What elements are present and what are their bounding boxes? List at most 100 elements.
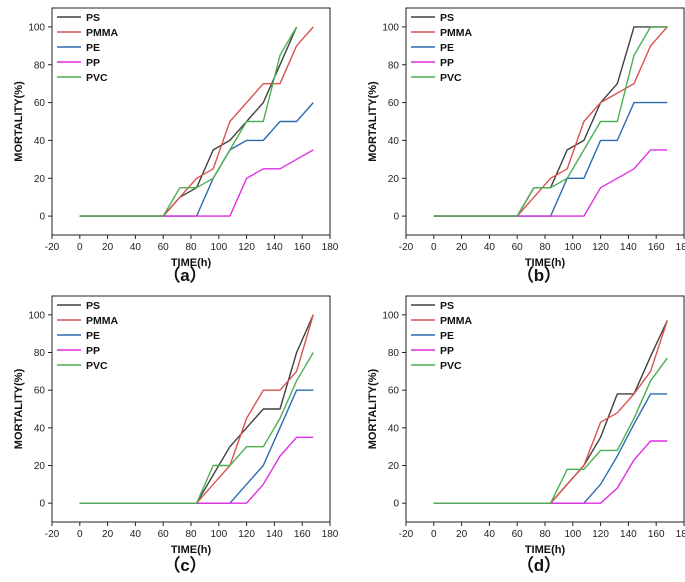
series-line-pmma: [79, 26, 314, 217]
y-tick-label: 100: [382, 310, 399, 321]
x-axis-label: TIME(h): [525, 257, 566, 269]
series-line-pmma: [433, 320, 668, 504]
x-tick-label: 120: [238, 529, 255, 540]
x-tick-label: 160: [294, 242, 311, 253]
x-tick-label: 0: [431, 242, 437, 253]
legend-label-pmma: PMMA: [86, 315, 118, 327]
y-tick-label: 40: [34, 136, 46, 147]
y-tick-label: 0: [393, 499, 399, 510]
chart-panel-3: -20 0 20 40 60 80 100 120 140 160 180 0 20 40 60 80 100 T…: [13, 295, 339, 575]
x-tick-label: -20: [399, 529, 414, 540]
legend-label-pvc: PVC: [440, 72, 462, 84]
legend-label-pvc: PVC: [440, 360, 462, 372]
x-tick-label: 180: [676, 529, 685, 540]
x-tick-label: 120: [592, 529, 609, 540]
chart-panel-2: -20 0 20 40 60 80 100 120 140 160 180 0 20 40 60 80 100 T…: [367, 7, 685, 285]
y-tick-label: 20: [34, 461, 46, 472]
panel-label: （b）: [517, 265, 561, 285]
x-tick-label: 40: [130, 242, 142, 253]
x-tick-label: 20: [456, 529, 468, 540]
x-tick-label: -20: [45, 242, 60, 253]
y-tick-label: 60: [34, 98, 46, 109]
y-tick-label: 60: [388, 98, 400, 109]
y-tick-label: 20: [34, 174, 46, 185]
x-tick-label: 160: [648, 242, 665, 253]
chart-panel-4: -20 0 20 40 60 80 100 120 140 160 180 0 20 40 60 80 100 T…: [367, 295, 685, 575]
y-tick-label: 100: [28, 22, 45, 33]
x-tick-label: 40: [130, 529, 142, 540]
series-line-pe: [433, 101, 668, 217]
legend-label-pmma: PMMA: [440, 27, 472, 39]
x-tick-label: 180: [676, 242, 685, 253]
x-tick-label: 140: [266, 242, 283, 253]
y-axis-label: MORTALITY(%): [367, 368, 379, 449]
y-tick-label: 0: [39, 499, 45, 510]
x-tick-label: 60: [158, 529, 170, 540]
x-tick-label: 100: [564, 242, 581, 253]
legend-label-pmma: PMMA: [440, 315, 472, 327]
series-line-pp: [79, 149, 314, 217]
y-axis-label: MORTALITY(%): [13, 81, 25, 162]
y-tick-label: 60: [388, 386, 400, 397]
x-tick-label: 60: [158, 242, 170, 253]
y-tick-label: 40: [34, 423, 46, 434]
x-tick-label: 80: [539, 242, 551, 253]
y-tick-label: 80: [34, 348, 46, 359]
y-tick-label: 60: [34, 386, 46, 397]
y-tick-label: 20: [388, 461, 400, 472]
x-tick-label: 100: [210, 529, 227, 540]
legend-label-pp: PP: [440, 57, 454, 69]
x-tick-label: 20: [456, 242, 468, 253]
y-tick-label: 40: [388, 136, 400, 147]
series-line-ps: [79, 314, 314, 504]
series-line-pmma: [433, 26, 668, 217]
y-axis-label: MORTALITY(%): [13, 368, 25, 449]
x-axis-label: TIME(h): [171, 544, 212, 556]
x-tick-label: 160: [648, 529, 665, 540]
legend-label-pe: PE: [440, 330, 454, 342]
x-tick-label: 0: [431, 529, 437, 540]
y-tick-label: 0: [393, 212, 399, 223]
x-tick-label: 20: [102, 529, 114, 540]
x-tick-label: 180: [322, 529, 339, 540]
y-tick-label: 100: [382, 22, 399, 33]
series-line-pvc: [79, 26, 298, 217]
x-tick-label: 80: [185, 529, 197, 540]
x-tick-label: 0: [77, 529, 83, 540]
x-tick-label: 60: [512, 242, 524, 253]
x-tick-label: -20: [399, 242, 414, 253]
x-tick-label: 40: [484, 242, 496, 253]
legend-label-pvc: PVC: [86, 72, 108, 84]
series-line-pmma: [79, 314, 314, 504]
legend-label-ps: PS: [86, 300, 100, 312]
x-axis-label: TIME(h): [171, 257, 212, 269]
x-tick-label: 40: [484, 529, 496, 540]
y-tick-label: 40: [388, 423, 400, 434]
y-tick-label: 0: [39, 212, 45, 223]
x-axis-label: TIME(h): [525, 544, 566, 556]
panel-label: （c）: [163, 555, 206, 575]
x-tick-label: 20: [102, 242, 114, 253]
x-tick-label: 160: [294, 529, 311, 540]
series-line-pp: [433, 440, 668, 504]
y-tick-label: 80: [34, 60, 46, 71]
legend-label-pp: PP: [440, 345, 454, 357]
series-line-pe: [79, 102, 314, 217]
series-line-pvc: [433, 357, 668, 504]
series-line-ps: [433, 320, 668, 504]
series-line-pvc: [433, 26, 668, 217]
y-axis-label: MORTALITY(%): [367, 81, 379, 162]
legend-label-ps: PS: [440, 300, 454, 312]
legend-label-pe: PE: [440, 42, 454, 54]
x-tick-label: 60: [512, 529, 524, 540]
legend-label-ps: PS: [86, 12, 100, 24]
series-line-pvc: [79, 352, 314, 504]
legend-label-pvc: PVC: [86, 360, 108, 372]
legend-label-pp: PP: [86, 345, 100, 357]
series-line-pe: [79, 389, 314, 504]
x-tick-label: 140: [620, 242, 637, 253]
x-tick-label: 180: [322, 242, 339, 253]
x-tick-label: 0: [77, 242, 83, 253]
legend-label-pmma: PMMA: [86, 27, 118, 39]
